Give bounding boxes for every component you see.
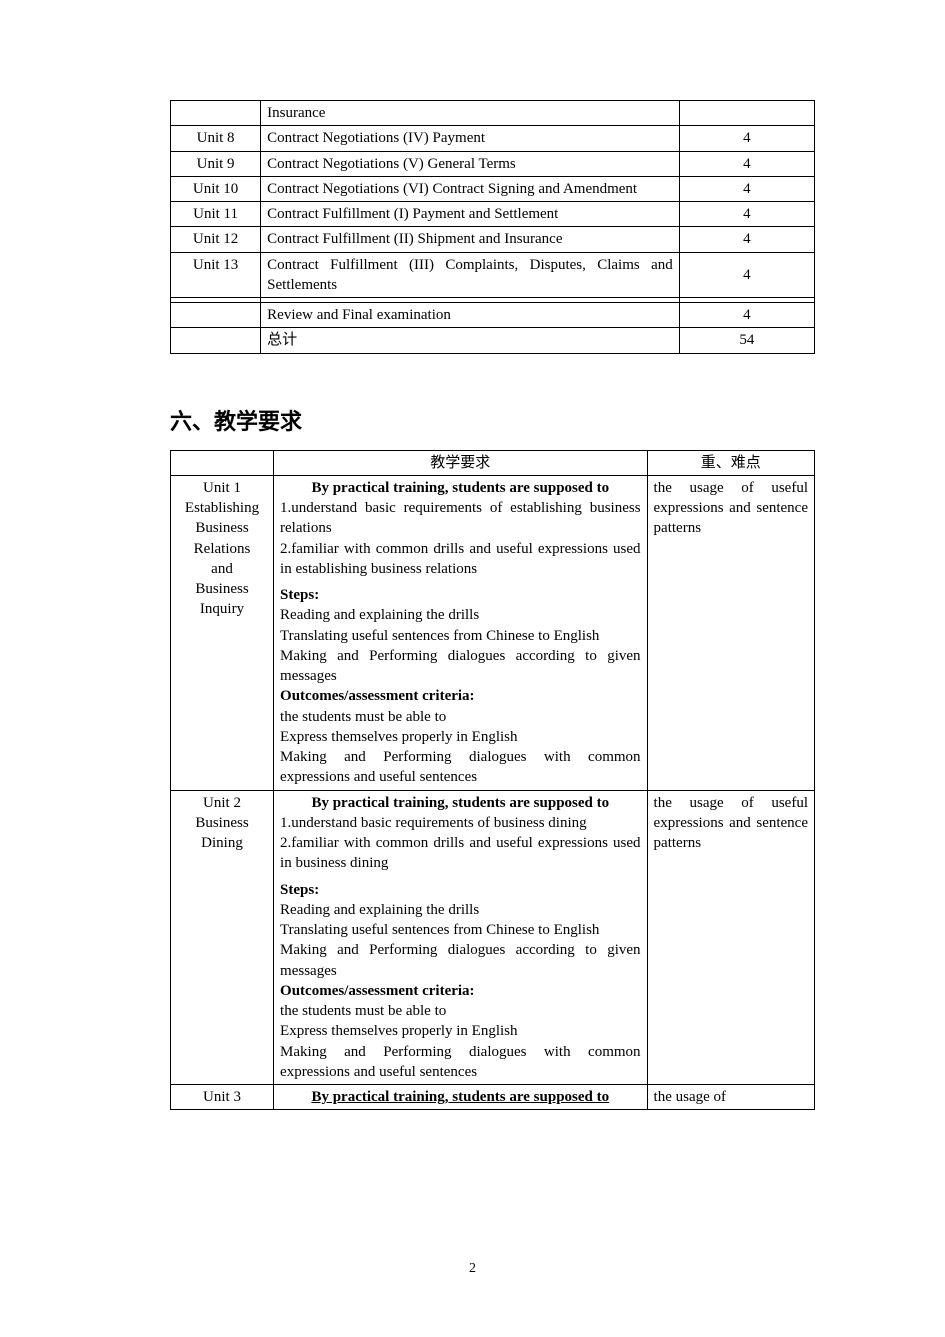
table-row: Review and Final examination4 [171,303,815,328]
table-row: Unit 11Contract Fulfillment (I) Payment … [171,202,815,227]
unit-line: and [177,559,267,579]
outcome-line: the students must be able to [280,707,641,727]
unit-cell: Unit 8 [171,126,261,151]
unit-cell [171,303,261,328]
unit-cell: Unit 9 [171,151,261,176]
unit-cell: Unit 12 [171,227,261,252]
outcome-line: the students must be able to [280,1001,641,1021]
unit-cell: Unit 3 [171,1085,274,1110]
focus-cell: the usage of useful expressions and sent… [647,475,814,790]
table-row: Insurance [171,101,815,126]
header-cell [171,450,274,475]
hours-cell: 4 [679,303,814,328]
step-line: Reading and explaining the drills [280,900,641,920]
table-row: Unit 10Contract Negotiations (VI) Contra… [171,176,815,201]
topic-cell: Contract Negotiations (V) General Terms [261,151,680,176]
step-line: Translating useful sentences from Chines… [280,626,641,646]
unit-line: Dining [177,833,267,853]
topic-cell: Contract Negotiations (IV) Payment [261,126,680,151]
unit-line: Business [177,579,267,599]
unit-line: Inquiry [177,599,267,619]
table-header-row: 教学要求重、难点 [171,450,815,475]
body-line: 1.understand basic requirements of estab… [280,498,641,539]
row-title: By practical training, students are supp… [280,1087,641,1107]
body-line: 2.familiar with common drills and useful… [280,833,641,874]
unit-line: Unit 3 [177,1087,267,1107]
unit-cell: Unit 13 [171,252,261,298]
unit-line: Relations [177,539,267,559]
focus-cell: the usage of useful expressions and sent… [647,790,814,1085]
focus-cell: the usage of [647,1085,814,1110]
table-row: Unit 13Contract Fulfillment (III) Compla… [171,252,815,298]
table-row: 总计54 [171,328,815,353]
requirement-cell: By practical training, students are supp… [274,475,648,790]
hours-cell: 4 [679,227,814,252]
requirements-table: 教学要求重、难点Unit 1EstablishingBusinessRelati… [170,450,815,1111]
unit-cell: Unit 1EstablishingBusinessRelationsandBu… [171,475,274,790]
hours-cell: 54 [679,328,814,353]
table-row: Unit 3 By practical training, students ar… [171,1085,815,1110]
steps-label: Steps: [280,880,641,900]
step-line: Reading and explaining the drills [280,605,641,625]
row-title: By practical training, students are supp… [280,478,641,498]
page-number: 2 [0,1261,945,1277]
outcome-line: Making and Performing dialogues with com… [280,747,641,788]
outcome-line: Express themselves properly in English [280,727,641,747]
hours-cell [679,101,814,126]
requirement-cell: By practical training, students are supp… [274,790,648,1085]
table-row: Unit 1EstablishingBusinessRelationsandBu… [171,475,815,790]
hours-cell: 4 [679,176,814,201]
outcome-line: Express themselves properly in English [280,1021,641,1041]
topic-cell: 总计 [261,328,680,353]
row-title: By practical training, students are supp… [280,793,641,813]
table-row: Unit 9Contract Negotiations (V) General … [171,151,815,176]
topic-cell: Contract Fulfillment (I) Payment and Set… [261,202,680,227]
schedule-table: InsuranceUnit 8Contract Negotiations (IV… [170,100,815,354]
hours-cell: 4 [679,151,814,176]
topic-cell: Review and Final examination [261,303,680,328]
unit-cell: Unit 2BusinessDining [171,790,274,1085]
table-row: Unit 8Contract Negotiations (IV) Payment… [171,126,815,151]
step-line: Making and Performing dialogues accordin… [280,646,641,687]
unit-cell [171,328,261,353]
unit-cell: Unit 11 [171,202,261,227]
hours-cell: 4 [679,202,814,227]
table-row: Unit 2BusinessDining By practical trainin… [171,790,815,1085]
header-cell: 重、难点 [647,450,814,475]
step-line: Making and Performing dialogues accordin… [280,940,641,981]
requirement-cell: By practical training, students are supp… [274,1085,648,1110]
unit-cell: Unit 10 [171,176,261,201]
section-heading: 六、教学要求 [170,404,815,436]
unit-line: Business [177,813,267,833]
unit-line: Business [177,518,267,538]
hours-cell: 4 [679,252,814,298]
outcome-line: Making and Performing dialogues with com… [280,1042,641,1083]
body-line: 1.understand basic requirements of busin… [280,813,641,833]
outcome-label: Outcomes/assessment criteria: [280,686,641,706]
topic-cell: Contract Negotiations (VI) Contract Sign… [261,176,680,201]
unit-line: Unit 2 [177,793,267,813]
table-row: Unit 12Contract Fulfillment (II) Shipmen… [171,227,815,252]
step-line: Translating useful sentences from Chines… [280,920,641,940]
unit-line: Unit 1 [177,478,267,498]
steps-label: Steps: [280,585,641,605]
topic-cell: Contract Fulfillment (II) Shipment and I… [261,227,680,252]
unit-line: Establishing [177,498,267,518]
topic-cell: Insurance [261,101,680,126]
body-line: 2.familiar with common drills and useful… [280,539,641,580]
unit-cell [171,101,261,126]
header-cell: 教学要求 [274,450,648,475]
outcome-label: Outcomes/assessment criteria: [280,981,641,1001]
topic-cell: Contract Fulfillment (III) Complaints, D… [261,252,680,298]
hours-cell: 4 [679,126,814,151]
